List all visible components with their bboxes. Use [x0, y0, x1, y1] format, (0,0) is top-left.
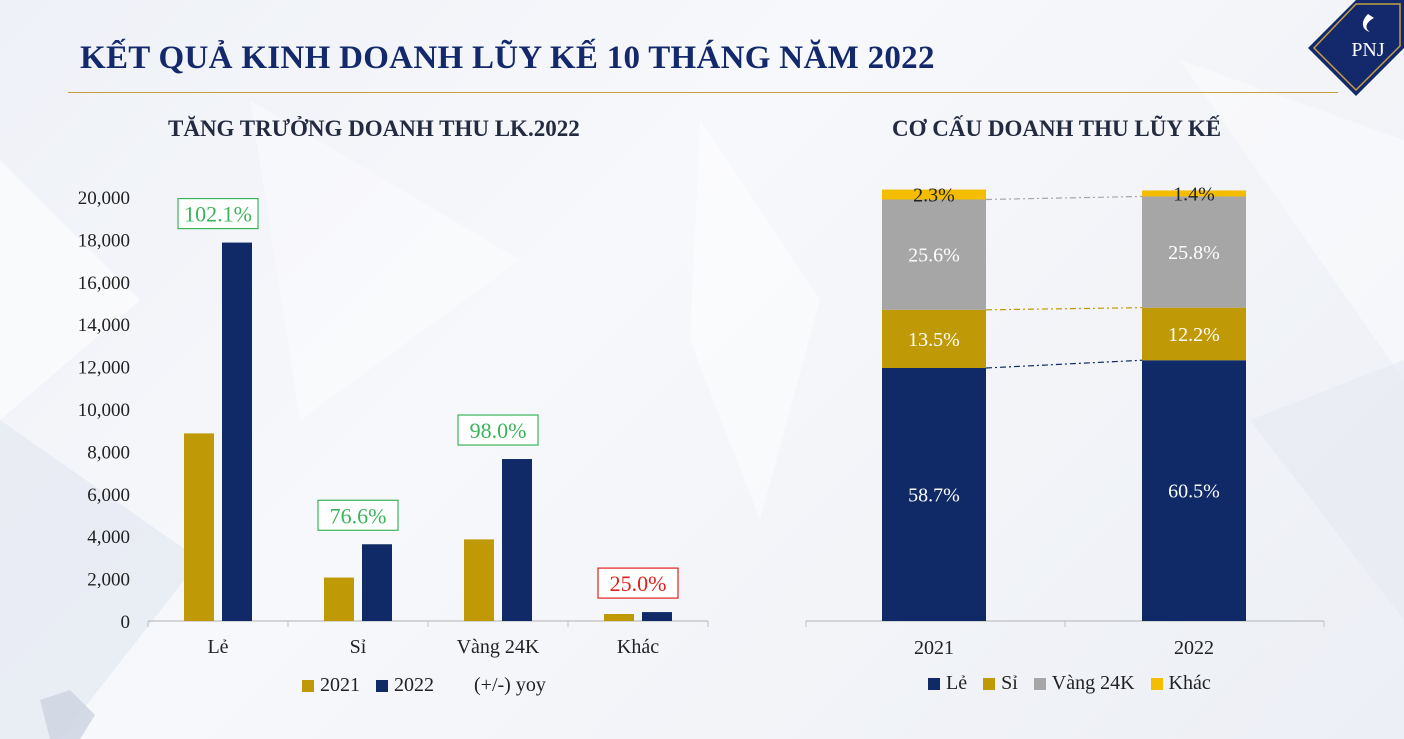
svg-text:98.0%: 98.0%: [470, 418, 527, 443]
svg-text:102.1%: 102.1%: [184, 202, 252, 227]
yoy-label: 102.1%: [177, 197, 259, 230]
series-connector-line: [985, 307, 1143, 311]
legend-swatch: [1150, 677, 1163, 690]
page-title: KẾT QUẢ KINH DOANH LŨY KẾ 10 THÁNG NĂM 2…: [80, 40, 935, 76]
x-category-label: 2021: [914, 637, 954, 659]
stack-segment-Vàng-24K: [882, 199, 986, 310]
left-chart-title: TĂNG TRƯỞNG DOANH THU LK.2022: [168, 116, 580, 141]
legend-swatch: [983, 677, 996, 690]
x-category-label: Khác: [617, 636, 659, 658]
left-chart-legend: 2021 2022 (+/-) yoy: [302, 674, 556, 697]
yoy-label: 25.0%: [597, 567, 679, 599]
yoy-label: 98.0%: [457, 414, 539, 446]
legend-swatch: [928, 677, 940, 690]
right-chart-title: CƠ CẤU DOANH THU LŨY KẾ: [892, 116, 1222, 141]
segment-label: 25.8%: [1168, 242, 1220, 264]
right-chart-legend: Lẻ Sỉ Vàng 24K Khác: [928, 672, 1221, 695]
svg-text:25.0%: 25.0%: [610, 571, 667, 596]
stack-segment-Lẻ: [882, 368, 986, 621]
legend-swatch: [376, 679, 388, 692]
left-legend-item: 2022: [376, 674, 434, 697]
bar-2022: [362, 544, 392, 621]
bar-2021: [464, 539, 494, 621]
title-divider: [68, 92, 1338, 93]
y-tick-label: 20,000: [78, 188, 130, 209]
bar-2021: [324, 577, 354, 621]
legend-label: 2022: [394, 674, 434, 696]
right-legend-item: Vàng 24K: [1033, 672, 1135, 695]
y-tick-label: 4,000: [87, 527, 130, 548]
y-tick-label: 0: [121, 612, 131, 633]
y-tick-label: 10,000: [78, 400, 130, 421]
left-legend-item: (+/-) yoy: [474, 674, 546, 697]
y-tick-label: 6,000: [87, 485, 130, 506]
x-category-label: Lẻ: [207, 636, 228, 658]
y-tick-label: 14,000: [78, 315, 130, 336]
segment-label: 58.7%: [908, 485, 960, 507]
series-connector-line: [985, 195, 1143, 201]
y-tick-label: 18,000: [78, 230, 130, 251]
series-connector-line: [985, 359, 1143, 369]
legend-swatch: [302, 679, 314, 692]
bar-2021: [604, 614, 634, 621]
bar-2021: [184, 433, 214, 621]
segment-label: 13.5%: [908, 329, 960, 351]
stack-segment-Lẻ: [1142, 360, 1246, 621]
legend-label: Khác: [1168, 672, 1211, 694]
x-category-label: Vàng 24K: [457, 636, 540, 658]
right-legend-item: Khác: [1150, 672, 1211, 695]
stack-segment-Sỉ: [1142, 307, 1246, 361]
right-legend-item: Sỉ: [983, 672, 1018, 695]
svg-text:76.6%: 76.6%: [330, 503, 387, 528]
bar-2022: [222, 242, 252, 621]
legend-swatch: [1033, 677, 1046, 690]
legend-label: 2021: [320, 674, 360, 696]
legend-label: Sỉ: [1001, 672, 1018, 694]
segment-label: 12.2%: [1168, 324, 1220, 346]
yoy-label: 76.6%: [317, 499, 399, 531]
pnj-logo: PNJ: [1308, 0, 1404, 96]
stack-segment-Khác: [882, 189, 986, 200]
logo-flame-icon: [1362, 14, 1374, 32]
stack-segment-Vàng-24K: [1142, 196, 1246, 308]
y-tick-label: 2,000: [87, 570, 130, 591]
logo-text: PNJ: [1351, 39, 1385, 61]
segment-label: 1.4%: [1173, 183, 1215, 205]
stack-segment-Sỉ: [882, 309, 986, 369]
x-category-label: 2022: [1174, 637, 1214, 659]
segment-label: 60.5%: [1168, 481, 1220, 503]
y-tick-label: 8,000: [87, 442, 130, 463]
y-tick-label: 12,000: [78, 358, 130, 379]
legend-label: Vàng 24K: [1051, 672, 1135, 694]
legend-label: Lẻ: [946, 672, 968, 694]
left-legend-item: 2021: [302, 674, 360, 697]
y-tick-label: 16,000: [78, 273, 130, 294]
x-category-label: Sỉ: [350, 636, 367, 658]
bar-2022: [642, 612, 672, 621]
right-legend-item: Lẻ: [928, 672, 967, 695]
segment-label: 25.6%: [908, 245, 960, 267]
bar-2022: [502, 459, 532, 621]
legend-label: (+/-) yoy: [474, 674, 546, 696]
segment-label: 2.3%: [913, 185, 955, 207]
stack-segment-Khác: [1142, 190, 1246, 197]
